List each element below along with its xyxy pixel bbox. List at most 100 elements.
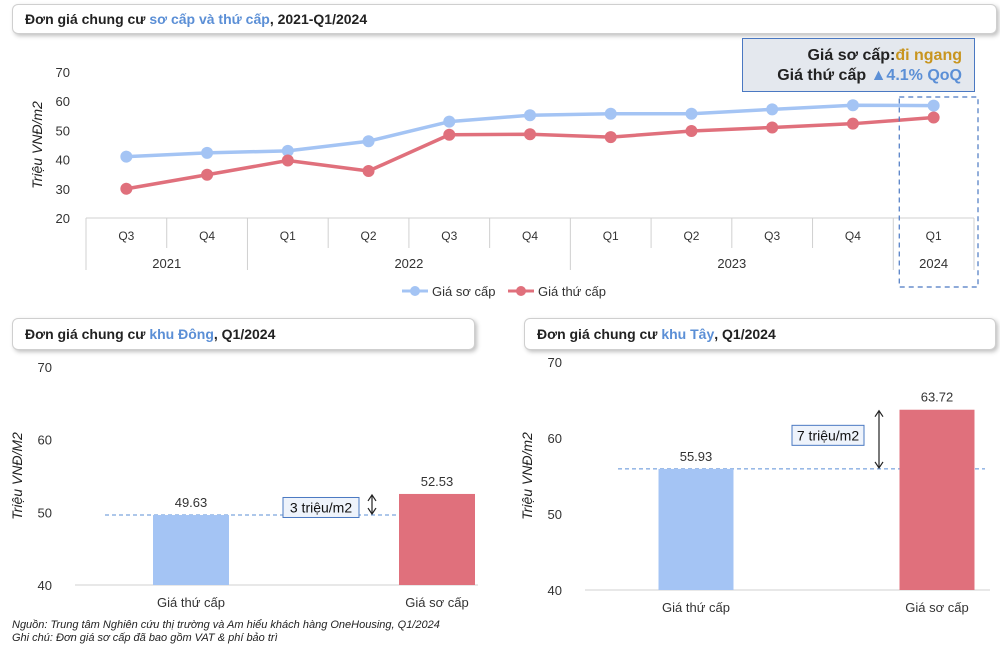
series-1-point [120,150,133,163]
series-2-point [685,124,698,137]
y-tick-label: 70 [548,355,562,370]
gap-arrow-head-down [367,507,377,516]
year-label: 2023 [717,256,746,271]
y-tick-label: 40 [38,578,52,593]
source-note: Nguồn: Trung tâm Nghiên cứu thị trường v… [12,619,440,631]
top-chart-title: Đơn giá chung cư sơ cấp và thứ cấp, 2021… [12,4,997,34]
x-tick-label: Q2 [361,229,377,243]
bar-value-label: 55.93 [680,449,713,464]
y-axis-label: Triệu VNĐ/m2 [29,101,45,189]
legend-label: Giá sơ cấp [432,284,495,299]
y-tick-label: 40 [56,153,70,168]
series-2-point [281,154,294,167]
x-tick-label: Giá sơ cấp [405,595,468,610]
west-chart-title: Đơn giá chung cư khu Tây, Q1/2024 [524,318,996,350]
line-chart: 20 30 40 50 60 70 Triệu VNĐ/m2 Q3 Q4 Q1 Q2 Q3 Q4 Q1 Q2… [29,65,979,299]
gap-label: 7 triệu/m2 [797,427,859,443]
series-2-point [766,121,779,134]
legend-swatch-marker [410,286,420,296]
top-title-accent: sơ cấp và thứ cấp [149,11,270,27]
bar-value-label: 63.72 [921,390,954,405]
series-2-point [927,111,940,124]
east-title-accent: khu Đông [149,326,214,342]
legend-label: Giá thứ cấp [538,284,606,299]
series-1-point [846,99,859,112]
y-axis-label: Triệu VNĐ/M2 [9,432,25,520]
y-tick-label: 60 [56,94,70,109]
highlight-box [898,96,979,288]
y-tick-label: 50 [56,123,70,138]
year-label: 2022 [394,256,423,271]
gap-arrow-head-up [874,409,884,418]
callout-secondary-label: Giá thứ cấp [777,67,871,84]
top-title-suffix: , 2021-Q1/2024 [269,11,368,27]
east-bar-chart: 40 50 60 70 Triệu VNĐ/M2 49.63 Giá thứ cấp 52.5… [9,360,478,610]
callout-primary-line: Giá sơ cấp:đi ngang [743,46,962,66]
y-axis-label: Triệu VNĐ/m2 [519,432,535,520]
series-1-point [766,103,779,116]
series-2-point [604,131,617,144]
legend-swatch-marker [516,286,526,296]
y-tick-label: 70 [56,65,70,80]
series-1-point [927,99,940,112]
callout-secondary-line: Giá thứ cấp ▲4.1% QoQ [743,66,962,86]
series-1-point [604,107,617,120]
series-1-point [281,144,294,157]
x-tick-label: Giá sơ cấp [905,600,968,615]
gap-arrow-head-down [874,461,884,470]
series-2-point [846,117,859,130]
series-2-point [120,182,133,195]
series-1-point [685,107,698,120]
bar [153,515,229,585]
y-tick-label: 20 [56,211,70,226]
west-bar-chart: 40 50 60 70 Triệu VNĐ/m2 55.93 Giá thứ cấp 63.7… [519,355,990,615]
east-chart-title: Đơn giá chung cư khu Đông, Q1/2024 [12,318,475,350]
gap-arrow-head-up [367,493,377,502]
east-title-suffix: , Q1/2024 [213,326,276,342]
x-tick-label: Q1 [280,229,296,243]
west-title-suffix: , Q1/2024 [714,326,776,342]
x-tick-label: Q1 [926,229,942,243]
series-2-point [443,128,456,141]
year-label: 2024 [919,256,948,271]
west-title-prefix: Đơn giá chung cư [537,326,658,342]
y-tick-label: 70 [38,360,52,375]
footnote: Ghi chú: Đơn giá sơ cấp đã bao gồm VAT &… [12,632,278,644]
x-tick-label: Q1 [603,229,619,243]
callout-primary-value: đi ngang [895,47,962,64]
bar [399,493,475,585]
x-tick-label: Q4 [845,229,861,243]
series-2-point [524,128,536,141]
x-tick-label: Q4 [199,229,215,243]
series-1-point [524,109,536,122]
y-tick-label: 30 [56,182,70,197]
x-tick-label: Q3 [764,229,780,243]
y-tick-label: 50 [548,507,562,522]
west-title-accent: khu Tây [661,326,715,342]
y-tick-label: 50 [38,505,52,520]
x-tick-label: Giá thứ cấp [662,600,730,615]
bar [658,468,734,590]
x-tick-label: Giá thứ cấp [157,595,225,610]
series-1-point [362,135,375,148]
bar-value-label: 49.63 [175,495,208,510]
gap-label: 3 triệu/m2 [290,499,352,515]
gap-label-box [791,424,865,446]
y-tick-label: 40 [548,583,562,598]
series-2-point [201,168,214,181]
callout-primary-label: Giá sơ cấp: [807,47,896,64]
series-1-point [201,146,214,159]
bar [899,409,975,590]
x-tick-label: Q2 [683,229,699,243]
bar-value-label: 52.53 [421,474,454,489]
series-1-point [443,115,456,128]
y-tick-label: 60 [548,431,562,446]
series-2-point [362,164,375,177]
x-tick-label: Q4 [522,229,538,243]
east-title-prefix: Đơn giá chung cư [25,326,146,342]
y-tick-label: 60 [38,433,52,448]
callout-secondary-value: ▲4.1% QoQ [870,67,962,84]
gap-label-box [282,496,360,518]
x-tick-label: Q3 [441,229,457,243]
x-tick-label: Q3 [118,229,134,243]
